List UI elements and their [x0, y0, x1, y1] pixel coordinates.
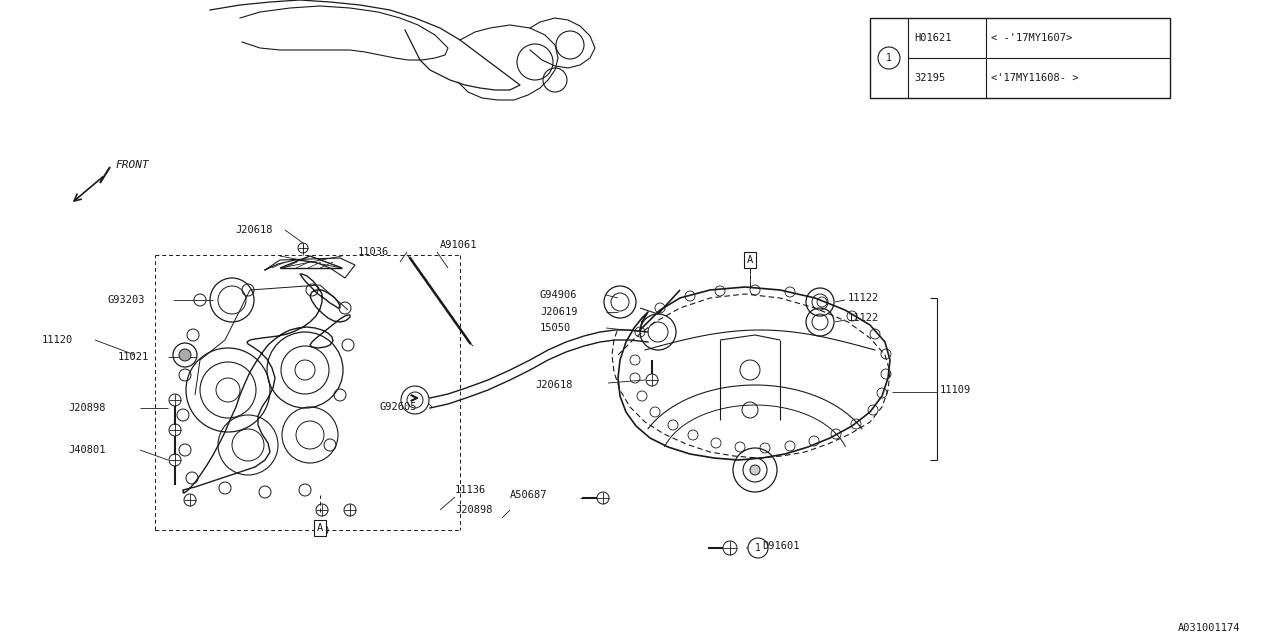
- Text: J20618: J20618: [236, 225, 273, 235]
- Circle shape: [179, 349, 191, 361]
- Text: G94906: G94906: [540, 290, 577, 300]
- Circle shape: [878, 47, 900, 69]
- Text: 15050: 15050: [540, 323, 571, 333]
- Text: G93203: G93203: [108, 295, 146, 305]
- Text: 32195: 32195: [914, 73, 945, 83]
- Text: J20898: J20898: [454, 505, 493, 515]
- Text: A91061: A91061: [440, 240, 477, 250]
- Text: 11021: 11021: [118, 352, 150, 362]
- Bar: [870, 18, 1170, 98]
- Text: <'17MY11608- >: <'17MY11608- >: [991, 73, 1079, 83]
- Text: 11036: 11036: [358, 247, 389, 257]
- Text: D91601: D91601: [762, 541, 800, 551]
- Text: J20618: J20618: [535, 380, 572, 390]
- Text: J40801: J40801: [68, 445, 105, 455]
- Text: A50687: A50687: [509, 490, 548, 500]
- Text: 1: 1: [886, 53, 892, 63]
- Circle shape: [750, 465, 760, 475]
- Circle shape: [748, 538, 768, 558]
- Text: J20898: J20898: [68, 403, 105, 413]
- Text: < -'17MY1607>: < -'17MY1607>: [991, 33, 1073, 43]
- Text: 11136: 11136: [454, 485, 486, 495]
- Text: G92605: G92605: [380, 402, 417, 412]
- Text: 11122: 11122: [849, 313, 879, 323]
- Text: 11120: 11120: [42, 335, 73, 345]
- Text: FRONT: FRONT: [115, 160, 148, 170]
- Text: J20619: J20619: [540, 307, 577, 317]
- Text: 11109: 11109: [940, 385, 972, 395]
- Text: A: A: [746, 255, 753, 265]
- Text: 11122: 11122: [849, 293, 879, 303]
- Text: A: A: [317, 523, 323, 533]
- Text: 1: 1: [755, 543, 760, 553]
- Text: A031001174: A031001174: [1178, 623, 1240, 633]
- Text: H01621: H01621: [914, 33, 951, 43]
